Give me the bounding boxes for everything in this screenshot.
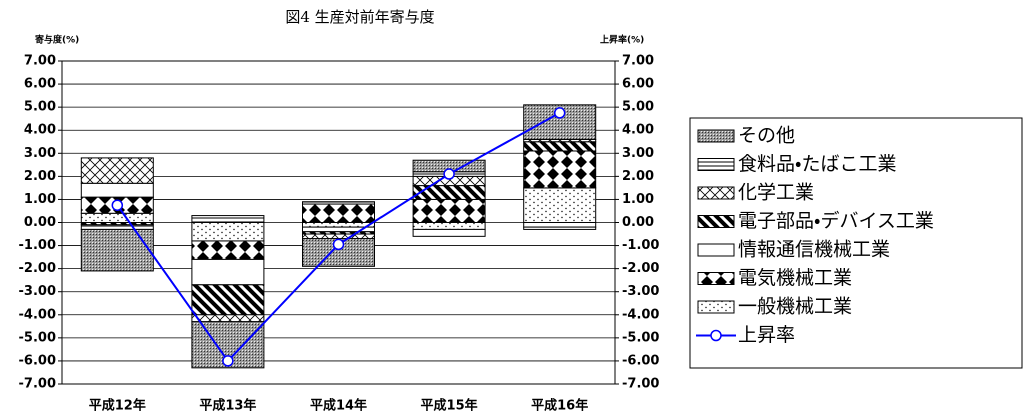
x-tick-label: 平成12年 xyxy=(89,398,146,414)
legend-swatch xyxy=(697,243,735,257)
y2-tick-label: 5.00 xyxy=(622,100,654,115)
y-tick-label: -4.00 xyxy=(19,307,56,322)
y2-tick-label: 3.00 xyxy=(622,146,654,161)
legend-swatch xyxy=(697,215,735,228)
bar-segment xyxy=(412,198,486,224)
bar-segment xyxy=(523,150,597,189)
y2-axis-label: 上昇率(%) xyxy=(600,34,644,46)
bar-segment xyxy=(191,314,265,323)
line-marker xyxy=(222,355,234,367)
plot-frame xyxy=(61,60,616,385)
legend-swatch xyxy=(697,158,735,171)
legend-label: 電気機械工業 xyxy=(738,267,852,289)
bar-segment xyxy=(412,185,486,200)
bar-segment xyxy=(191,240,265,260)
y2-tick-label: 0.00 xyxy=(622,215,654,230)
y2-tick-label: -1.00 xyxy=(622,238,659,253)
legend-label: 一般機械工業 xyxy=(738,296,852,318)
legend-label: その他 xyxy=(738,125,795,147)
bar-segment xyxy=(80,157,154,184)
y-tick-label: 3.00 xyxy=(24,146,56,161)
chart-title: 図4 生産対前年寄与度 xyxy=(285,8,434,26)
legend-label: 食料品・たばこ工業 xyxy=(738,153,896,175)
bar-segment xyxy=(523,187,597,223)
legend-label: 情報通信機械工業 xyxy=(738,239,890,261)
y2-tick-label: 7.00 xyxy=(622,54,654,69)
legend-marker xyxy=(710,329,722,342)
bar-segment xyxy=(412,228,486,237)
y2-tick-label: -3.00 xyxy=(622,284,659,299)
y-tick-label: -1.00 xyxy=(19,238,56,253)
line-marker xyxy=(111,199,124,211)
legend-label: 上昇率 xyxy=(738,324,795,346)
y-tick-label: -3.00 xyxy=(19,284,56,299)
legend-box xyxy=(689,117,1023,369)
bar-segment xyxy=(80,212,154,223)
bar-segment xyxy=(302,203,375,224)
bar-segment xyxy=(412,222,486,230)
bar-segment xyxy=(191,284,265,316)
y2-tick-label: -5.00 xyxy=(622,330,659,345)
bar-segment xyxy=(191,222,265,242)
bar-segment xyxy=(302,201,375,205)
legend-swatch xyxy=(697,129,735,143)
line-marker xyxy=(443,168,455,180)
legend-swatch xyxy=(697,300,735,314)
y2-tick-label: 4.00 xyxy=(622,123,654,138)
legend-label: 化学工業 xyxy=(738,182,814,204)
y2-tick-label: -4.00 xyxy=(622,307,659,322)
bar-segment xyxy=(523,141,597,152)
x-tick-label: 平成14年 xyxy=(310,398,367,414)
bar-segment xyxy=(523,222,597,228)
y-tick-label: -7.00 xyxy=(19,377,56,392)
y-tick-label: -6.00 xyxy=(19,353,56,368)
y-tick-label: 0.00 xyxy=(24,215,56,230)
x-tick-label: 平成15年 xyxy=(421,398,478,414)
x-tick-label: 平成13年 xyxy=(199,398,256,414)
bar-segment xyxy=(191,215,265,223)
y2-tick-label: -6.00 xyxy=(622,353,659,368)
y-tick-label: 4.00 xyxy=(24,123,56,138)
y-tick-label: 1.00 xyxy=(24,192,56,207)
y-tick-label: -2.00 xyxy=(19,261,56,276)
y2-tick-label: 6.00 xyxy=(622,77,654,92)
y-tick-label: 2.00 xyxy=(24,169,56,184)
bar-segment xyxy=(80,182,154,198)
legend-swatch xyxy=(697,186,735,200)
bar-segment xyxy=(302,233,375,240)
y-tick-label: 5.00 xyxy=(24,100,56,115)
y-tick-label: 7.00 xyxy=(24,54,56,69)
legend-label: 電子部品・デバイス工業 xyxy=(738,210,934,232)
line-marker xyxy=(332,238,345,251)
bar-segment xyxy=(80,228,154,272)
bar-segment xyxy=(302,222,375,228)
y-tick-label: 6.00 xyxy=(24,77,56,92)
bar-segment xyxy=(80,224,154,230)
bar-segment xyxy=(191,258,265,286)
y2-tick-label: -7.00 xyxy=(622,377,659,392)
y2-tick-label: 1.00 xyxy=(622,192,654,207)
line-marker xyxy=(553,107,566,119)
y-tick-label: -5.00 xyxy=(19,330,56,345)
y2-tick-label: 2.00 xyxy=(622,169,654,184)
x-tick-label: 平成16年 xyxy=(531,398,588,414)
bar-segment xyxy=(523,226,597,230)
legend-swatch xyxy=(697,272,735,285)
y-axis-label: 寄与度(%) xyxy=(35,34,79,46)
y2-tick-label: -2.00 xyxy=(622,261,659,276)
